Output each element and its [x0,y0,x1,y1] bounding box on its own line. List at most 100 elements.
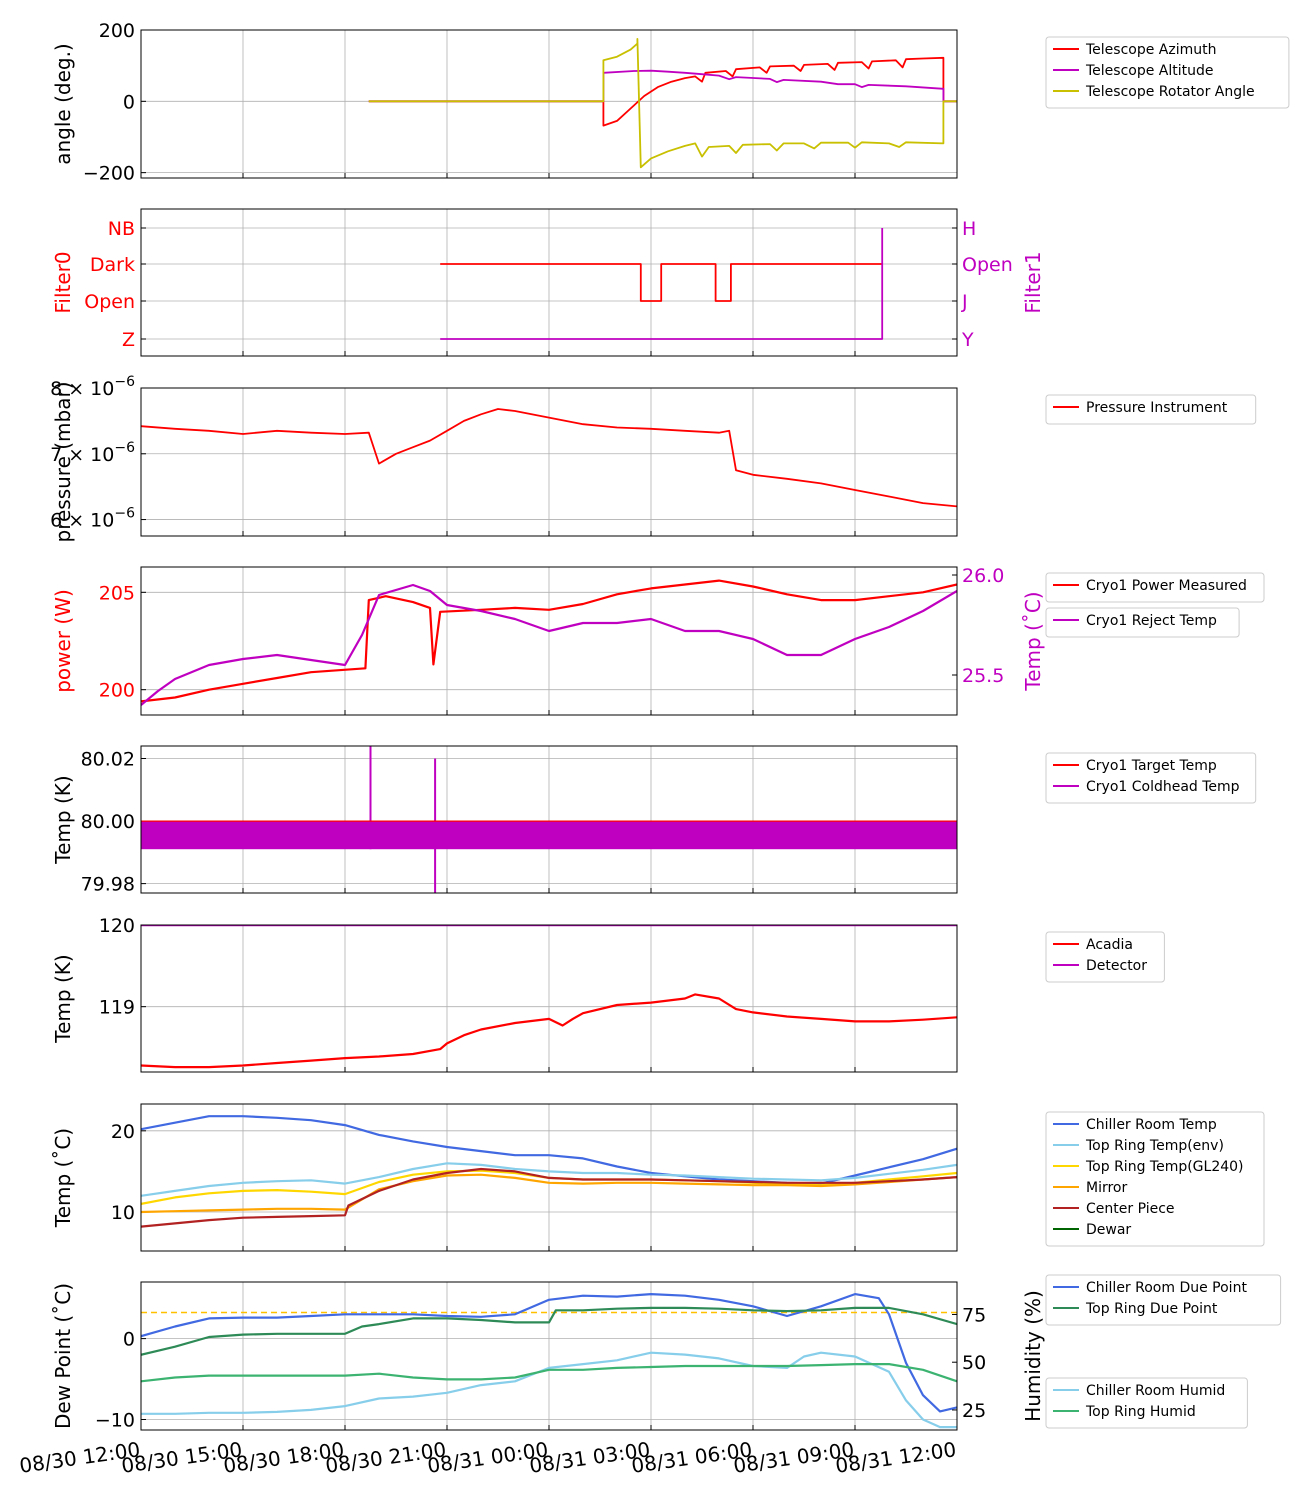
legend-box [1045,394,1257,425]
series-line-acadia [141,993,957,1069]
legend-item-chiller-room-humid: Chiller Room Humid [1086,1383,1225,1399]
y-tick-label: 50 [962,1352,986,1374]
y-axis-label: Temp (˚C) [51,1128,75,1228]
y-tick-label: 10 [111,1202,135,1224]
y-axis-label: Dew Point (˚C) [51,1283,75,1429]
y-axis-label: Temp (K) [51,954,75,1043]
angle-panel: 200 0 −200 angle (deg.) Telescope Azimuth Tel… [51,20,1290,185]
series-line-top-ring-temp-env [141,1162,957,1197]
y-tick-label: 7 × 10−6 [50,440,135,466]
filters-panel: NB H Dark Open Open J Z Y Filter0 Filter1 [51,208,1045,357]
axes-frame [140,208,958,357]
series-line-chiller-room-due-point [141,1293,957,1413]
legend-item-pressure-instrument: Pressure Instrument [1086,400,1228,416]
detector-panel: 120 119 Temp (K) Acadia Detector [51,915,1165,1073]
y-axis-label: Filter0 [51,251,75,313]
axes-frame [140,387,958,537]
legend-box [1045,1111,1265,1247]
series-line-cryo1-power-measured [141,579,957,703]
legend-item-chiller-room-due-point: Chiller Room Due Point [1086,1280,1247,1296]
series-line-mirror [141,1173,957,1214]
y-axis-label: Filter1 [1021,251,1045,313]
legend-item-detector: Detector [1086,958,1147,974]
series-line-filter1 [440,228,884,340]
y-tick-label: 79.98 [81,874,135,896]
legend-item-telescope-altitude: Telescope Altitude [1085,63,1214,79]
legend-item-cryo1-coldhead-temp: Cryo1 Coldhead Temp [1086,779,1240,795]
axes-frame [140,1281,958,1431]
y-axis-label: Temp (˚C) [1021,591,1045,691]
y-tick-label: −200 [83,163,135,185]
y-tick-label: 80.00 [81,811,135,833]
legend-item-top-ring-temp-gl240: Top Ring Temp(GL240) [1085,1159,1244,1175]
y-tick-label: 8 × 10−6 [50,374,135,400]
legend-box [1045,572,1265,603]
dew-humidity-panel: 0 −10 75 50 25 Dew Point (˚C) Humidity (%) Chil… [51,1274,1282,1431]
series-line-pressure-instrument [141,408,957,508]
legend-item-telescope-rotator-angle: Telescope Rotator Angle [1085,84,1255,100]
filter0-tick-label: NB [108,218,135,240]
series-line-cryo1-reject-temp [141,583,957,706]
filter0-tick-label: Dark [90,254,135,276]
filter1-tick-label: J [961,291,968,313]
legend-box [1045,36,1290,109]
y-axis-label: Temp (K) [51,775,75,864]
axes-frame [140,29,958,179]
legend-item-acadia: Acadia [1086,937,1133,953]
y-tick-label: 80.02 [81,749,135,771]
legend-item-cryo1-power-measured: Cryo1 Power Measured [1086,578,1247,594]
legend-item-center-piece: Center Piece [1086,1201,1175,1217]
legend-item-cryo1-reject-temp: Cryo1 Reject Temp [1086,613,1217,629]
environment-temp-panel: 20 10 Temp (˚C) Chiller Room Temp Top Ring T… [51,1103,1265,1252]
filter1-tick-label: H [962,218,976,240]
y-tick-label: 119 [99,997,135,1019]
filter0-tick-label: Open [84,291,135,313]
y-tick-label: 200 [99,680,135,702]
legend-item-telescope-azimuth: Telescope Azimuth [1085,42,1216,58]
axes-frame [140,745,958,894]
legend-item-cryo1-target-temp: Cryo1 Target Temp [1086,758,1217,774]
y-tick-label: 75 [962,1304,986,1326]
y-axis-label: pressure (mbar) [51,381,75,542]
legend-item-dewar: Dewar [1086,1222,1131,1238]
series-line-filter0 [440,263,883,302]
y-tick-label: 25.5 [962,665,1004,687]
legend-box [1045,1274,1282,1326]
legend-box [1045,752,1257,804]
legend-item-top-ring-humid: Top Ring Humid [1085,1404,1196,1420]
series-line-telescope-azimuth [368,56,957,127]
filter1-tick-label: Open [962,254,1013,276]
y-axis-label: Humidity (%) [1021,1290,1045,1422]
legend-box [1045,607,1240,638]
y-tick-label: 205 [99,582,135,604]
legend-item-chiller-room-temp: Chiller Room Temp [1086,1117,1217,1133]
y-axis-label: power (W) [51,589,75,693]
y-tick-label: 26.0 [962,565,1004,587]
axes-frame [140,566,958,716]
axes-frame [140,924,958,1073]
y-tick-label: −10 [95,1409,135,1431]
y-tick-label: 20 [111,1121,135,1143]
y-tick-label: 120 [99,915,135,937]
series-line-telescope-altitude [368,69,957,103]
y-tick-label: 0 [123,1329,135,1351]
legend-item-mirror: Mirror [1086,1180,1127,1196]
filter0-tick-label: Z [122,329,135,351]
cryo-power-panel: 200 205 25.5 26.0 power (W) Temp (˚C) Cryo1 Po… [51,565,1265,716]
series-line-top-ring-due-point [141,1306,957,1356]
y-tick-label: 25 [962,1400,986,1422]
legend-item-top-ring-due-point: Top Ring Due Point [1085,1301,1218,1317]
series-line-telescope-rotator-angle [368,38,957,169]
cryo-temp-panel: 80.02 80.00 79.98 Temp (K) Cryo1 Target Temp… [51,745,1257,896]
y-tick-label: 200 [99,20,135,42]
y-tick-label: 0 [123,91,135,113]
series-line-center-piece [141,1167,957,1228]
y-axis-label: angle (deg.) [51,43,75,165]
legend-box [1045,1377,1248,1429]
legend-item-top-ring-temp-env: Top Ring Temp(env) [1085,1138,1224,1154]
y-tick-label: 6 × 10−6 [50,506,135,532]
coldhead-oscillation-band [141,821,957,850]
